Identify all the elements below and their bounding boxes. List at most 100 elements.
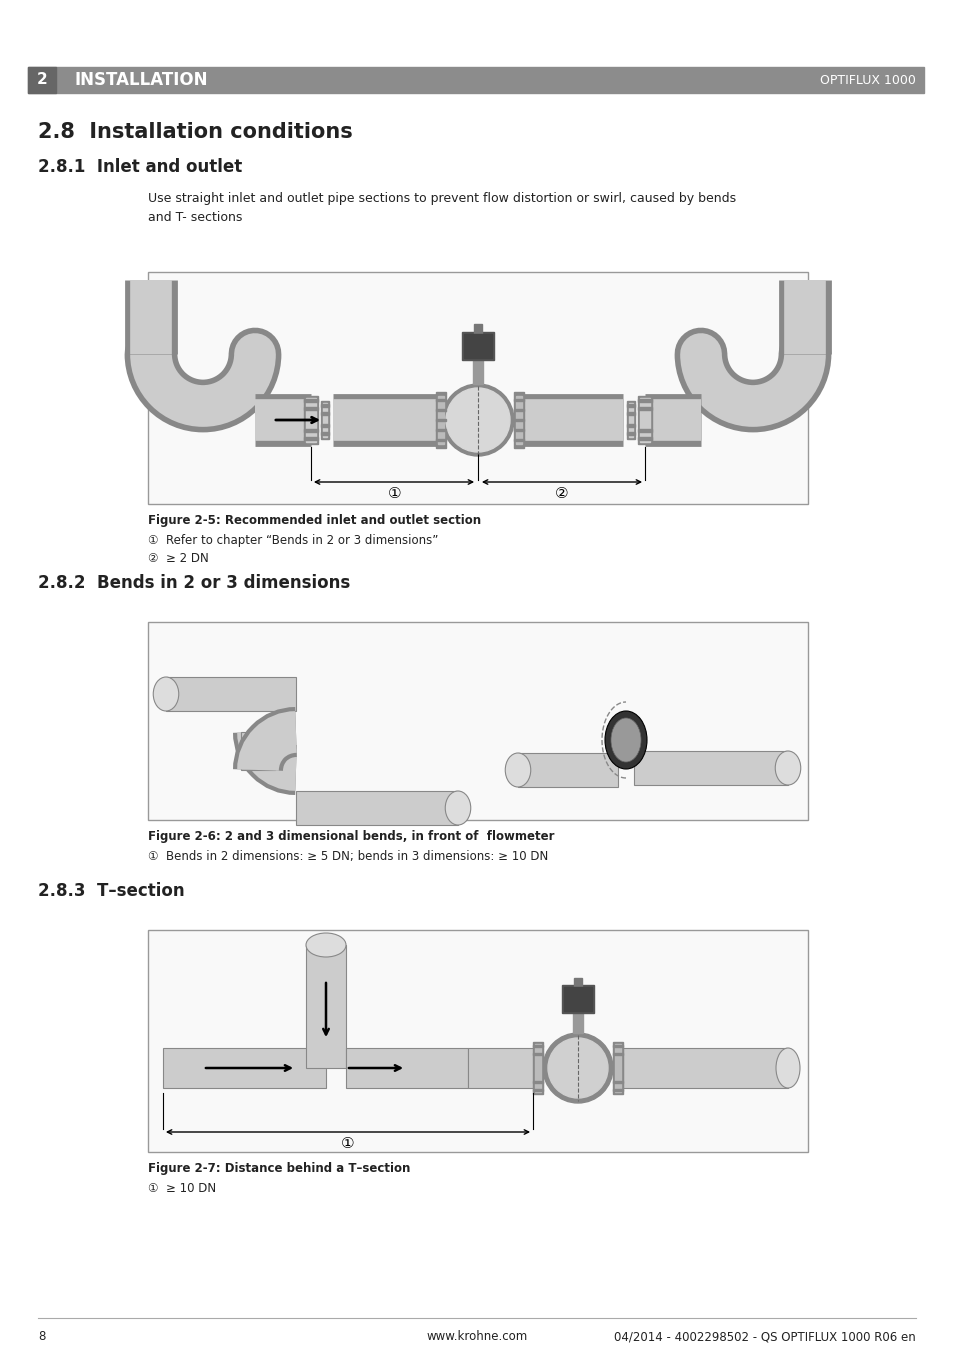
Bar [436, 419, 446, 422]
Bar [615, 1044, 620, 1092]
Bar [514, 409, 523, 411]
Text: 2.8.2  Bends in 2 or 3 dimensions: 2.8.2 Bends in 2 or 3 dimensions [38, 574, 350, 592]
Bar [638, 396, 651, 444]
Bar [436, 439, 446, 440]
Text: ①  Refer to chapter “Bends in 2 or 3 dimensions”: ① Refer to chapter “Bends in 2 or 3 dime… [148, 534, 438, 547]
Bar [533, 1089, 542, 1092]
Bar [436, 430, 446, 431]
Bar [628, 403, 633, 436]
Bar [626, 424, 635, 427]
Bar [561, 985, 594, 1013]
Circle shape [441, 384, 514, 457]
Bar [613, 1089, 622, 1092]
Bar [574, 978, 581, 988]
Bar [613, 1081, 622, 1084]
Bar [304, 436, 317, 440]
Text: 2.8  Installation conditions: 2.8 Installation conditions [38, 122, 353, 142]
Bar [533, 1081, 542, 1084]
Bar [148, 621, 807, 820]
Bar [304, 430, 317, 432]
Bar [436, 392, 446, 449]
Bar [638, 436, 651, 440]
Text: Figure 2-5: Recommended inlet and outlet section: Figure 2-5: Recommended inlet and outlet… [148, 513, 480, 527]
Bar [295, 790, 457, 825]
Bar [304, 407, 317, 409]
Text: ②: ② [554, 486, 568, 501]
Circle shape [542, 1034, 613, 1102]
Bar [533, 1052, 542, 1055]
Bar [535, 1044, 540, 1092]
Ellipse shape [505, 753, 530, 788]
Bar [638, 430, 651, 432]
Text: 8: 8 [38, 1329, 46, 1343]
Bar [304, 396, 317, 444]
Ellipse shape [604, 711, 646, 769]
Bar [626, 432, 635, 435]
Bar [323, 403, 327, 436]
Bar [613, 1046, 622, 1047]
Bar [473, 359, 482, 384]
Bar [320, 404, 329, 407]
Bar [514, 439, 523, 440]
Text: 2.8.3  T–section: 2.8.3 T–section [38, 882, 185, 900]
Bar [533, 1042, 542, 1094]
Bar [613, 1052, 622, 1055]
Circle shape [547, 1038, 607, 1098]
Bar [563, 988, 592, 1011]
Bar [634, 751, 787, 785]
Bar [163, 1048, 326, 1088]
Bar [514, 419, 523, 422]
Bar [28, 68, 56, 93]
Ellipse shape [306, 934, 346, 957]
Bar [320, 401, 329, 439]
Bar [514, 430, 523, 431]
Text: OPTIFLUX 1000: OPTIFLUX 1000 [820, 73, 915, 86]
Bar [533, 1046, 542, 1047]
Text: Use straight inlet and outlet pipe sections to prevent flow distortion or swirl,: Use straight inlet and outlet pipe secti… [148, 192, 736, 224]
Bar [346, 1048, 468, 1088]
Text: ②  ≥ 2 DN: ② ≥ 2 DN [148, 553, 209, 565]
Text: ①  ≥ 10 DN: ① ≥ 10 DN [148, 1182, 216, 1196]
Bar [320, 424, 329, 427]
Bar [306, 399, 315, 442]
Bar [148, 272, 807, 504]
Text: ①: ① [341, 1136, 355, 1151]
Bar [304, 399, 317, 403]
Bar [28, 68, 923, 93]
Text: ①  Bends in 2 dimensions: ≥ 5 DN; bends in 3 dimensions: ≥ 10 DN: ① Bends in 2 dimensions: ≥ 5 DN; bends i… [148, 850, 548, 863]
Ellipse shape [445, 790, 470, 825]
Text: 04/2014 - 4002298502 - QS OPTIFLUX 1000 R06 en: 04/2014 - 4002298502 - QS OPTIFLUX 1000 … [614, 1329, 915, 1343]
Bar [468, 1048, 542, 1088]
Bar [638, 399, 651, 403]
Text: www.krohne.com: www.krohne.com [426, 1329, 527, 1343]
Bar [516, 396, 521, 444]
Bar [622, 1048, 787, 1088]
Ellipse shape [610, 717, 640, 762]
Bar [626, 401, 635, 439]
Text: 2.8.1  Inlet and outlet: 2.8.1 Inlet and outlet [38, 158, 242, 176]
Ellipse shape [775, 1048, 800, 1088]
Text: Figure 2-6: 2 and 3 dimensional bends, in front of  flowmeter: Figure 2-6: 2 and 3 dimensional bends, i… [148, 830, 554, 843]
Bar [613, 1042, 622, 1094]
Bar [463, 334, 492, 358]
Bar [514, 399, 523, 401]
Circle shape [446, 388, 510, 453]
Bar [436, 409, 446, 411]
Bar [436, 399, 446, 401]
Text: ①: ① [387, 486, 401, 501]
Bar [626, 412, 635, 415]
Bar [639, 399, 649, 442]
Bar [148, 929, 807, 1152]
Ellipse shape [775, 751, 800, 785]
Bar [626, 404, 635, 407]
Ellipse shape [153, 677, 178, 711]
Bar [166, 677, 295, 711]
Bar [474, 324, 481, 334]
Bar [320, 412, 329, 415]
Bar [437, 396, 443, 444]
Bar [514, 392, 523, 449]
Bar [306, 944, 346, 1069]
Bar [461, 332, 494, 359]
Text: INSTALLATION: INSTALLATION [75, 72, 209, 89]
Bar [517, 753, 618, 788]
